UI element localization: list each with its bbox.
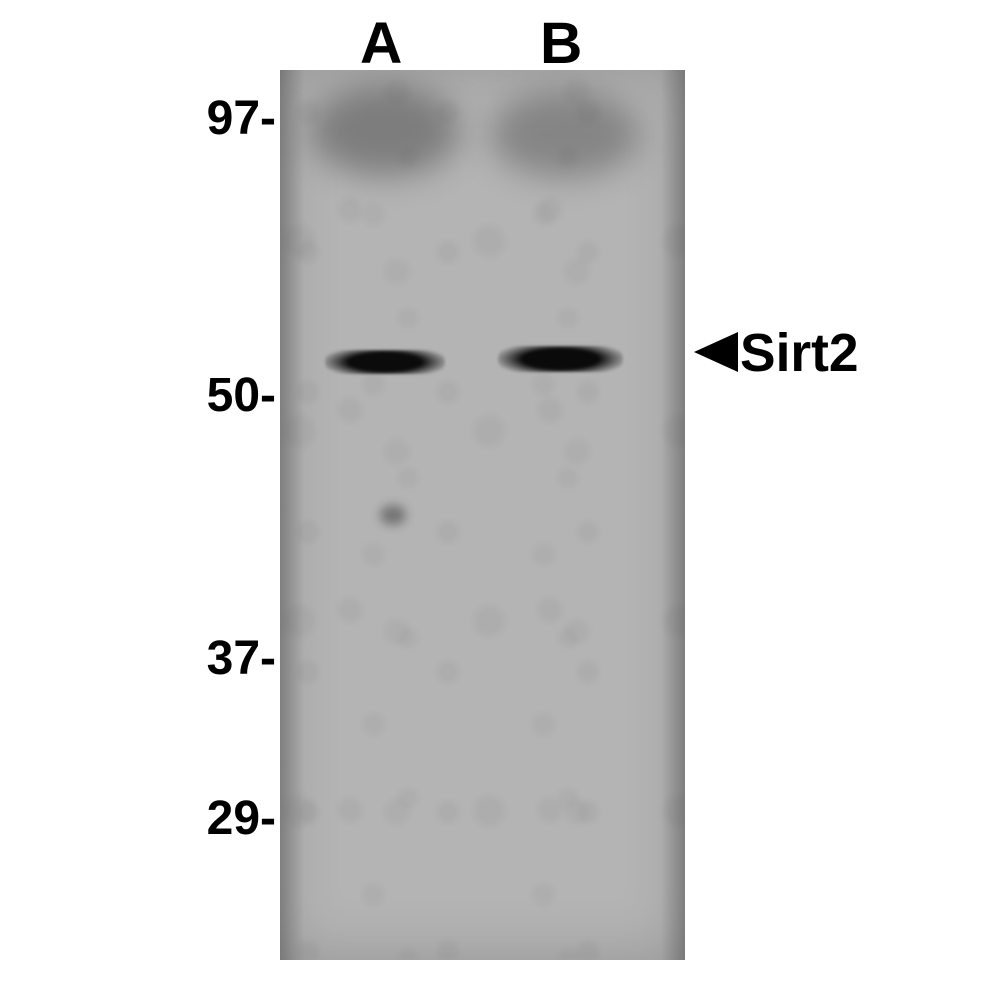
arrow-head-icon — [694, 332, 738, 372]
band-lane-A — [325, 350, 445, 374]
lane-label-a: A — [360, 10, 402, 77]
mw-label-37: 37- — [207, 631, 276, 686]
mw-label-29: 29- — [207, 791, 276, 846]
membrane-noise — [280, 70, 685, 960]
band-annotation-arrow — [694, 332, 738, 372]
lane-label-b: B — [540, 10, 582, 77]
smudge-B_top — [490, 92, 640, 177]
mw-label-50: 50- — [207, 368, 276, 423]
figure-canvas: A B 97- 50- 37- 29- Sirt2 — [0, 0, 1000, 1000]
band-lane-B — [498, 346, 623, 372]
mw-label-97: 97- — [207, 91, 276, 146]
smudge-A_top — [310, 86, 460, 176]
band-annotation-label: Sirt2 — [740, 323, 859, 384]
blot-membrane — [280, 70, 685, 960]
smudge-spot — [380, 505, 406, 525]
